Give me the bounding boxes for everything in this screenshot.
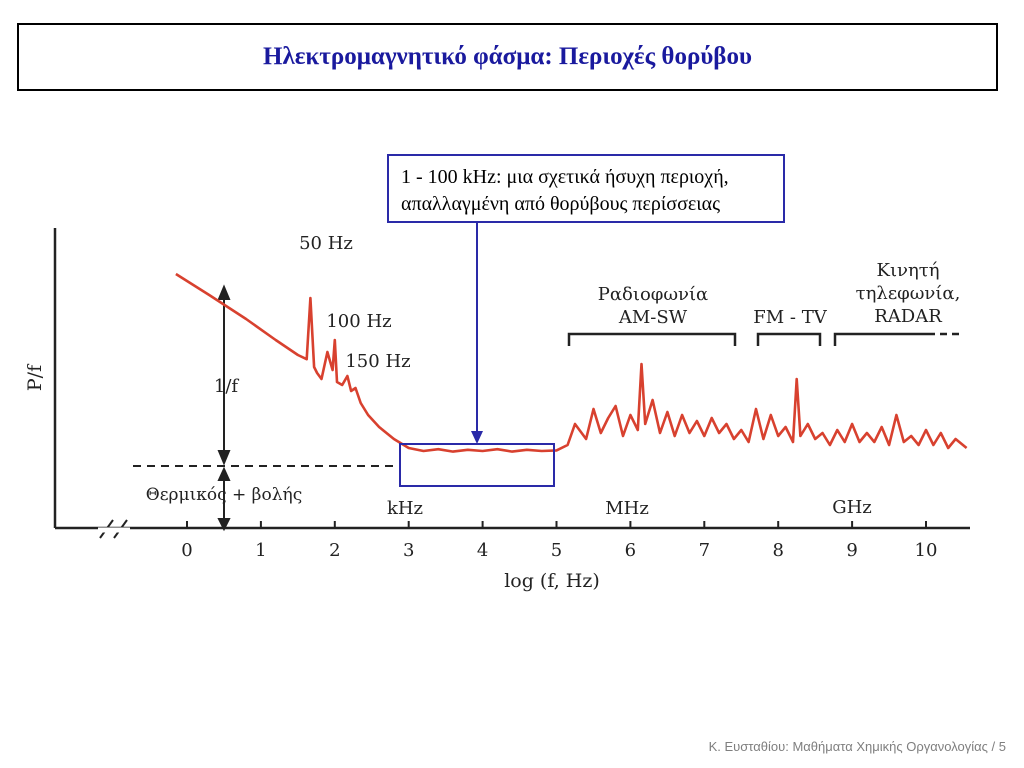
mobile-label-line3: RADAR [874,306,942,327]
slide-title: Ηλεκτρομαγνητικό φάσμα: Περιοχές θορύβου [263,43,752,70]
one-over-f-label: 1/f [214,376,240,397]
peak-label-150hz: 150 Hz [345,351,410,372]
x-tick-label: 6 [625,540,636,561]
y-axis-label: P/f [24,363,46,391]
thermal-arrow [217,466,231,532]
mobile-label-line1: Κινητή [877,260,940,281]
bracket-mobile [833,332,928,346]
x-tick-label: 8 [772,540,783,561]
x-tick-label: 10 [915,540,938,561]
quiet-region-callout: 1 - 100 kHz: μια σχετικά ήσυχη περιοχή, … [387,154,785,223]
x-tick-label: 1 [255,540,266,561]
x-tick-label: 0 [181,540,192,561]
callout-line-1: 1 - 100 kHz: μια σχετικά ήσυχη περιοχή, [401,166,729,188]
x-tick-label: 9 [846,540,857,561]
fmtv-label: FM - TV [753,307,827,328]
slide-footer: Κ. Ευσταθίου: Μαθήματα Χημικής Οργανολογ… [708,739,1006,754]
callout-arrow-head [471,431,483,444]
unit-label-ghz: GHz [832,497,872,518]
mobile-label-line2: τηλεφωνία, [856,283,961,304]
noise-spectrum-line [175,272,968,453]
unit-label-mhz: MHz [605,498,649,519]
bracket-am-sw [567,332,737,346]
x-tick-label: 4 [477,540,488,561]
peak-label-100hz: 100 Hz [326,311,391,332]
one-over-f-arrow [217,284,231,466]
x-ticks [186,521,927,528]
unit-label-khz: kHz [387,498,423,519]
radio-label-line2: AM-SW [618,307,688,328]
x-tick-label: 7 [699,540,710,561]
slide-title-box: Ηλεκτρομαγνητικό φάσμα: Περιοχές θορύβου [17,23,998,91]
callout-line-2: απαλλαγμένη από θορύβους περίσσειας [401,193,721,215]
axis-break [98,519,130,539]
radio-label-line1: Ραδιοφωνία [598,284,708,305]
x-tick-label: 5 [551,540,562,561]
x-axis-label: log (f, Hz) [504,570,600,592]
bracket-fm-tv [756,332,822,346]
x-tick-labels: 0 1 2 3 4 5 6 7 8 9 10 [181,540,937,561]
x-tick-label: 3 [403,540,414,561]
x-tick-label: 2 [329,540,340,561]
peak-label-50hz: 50 Hz [299,233,353,254]
